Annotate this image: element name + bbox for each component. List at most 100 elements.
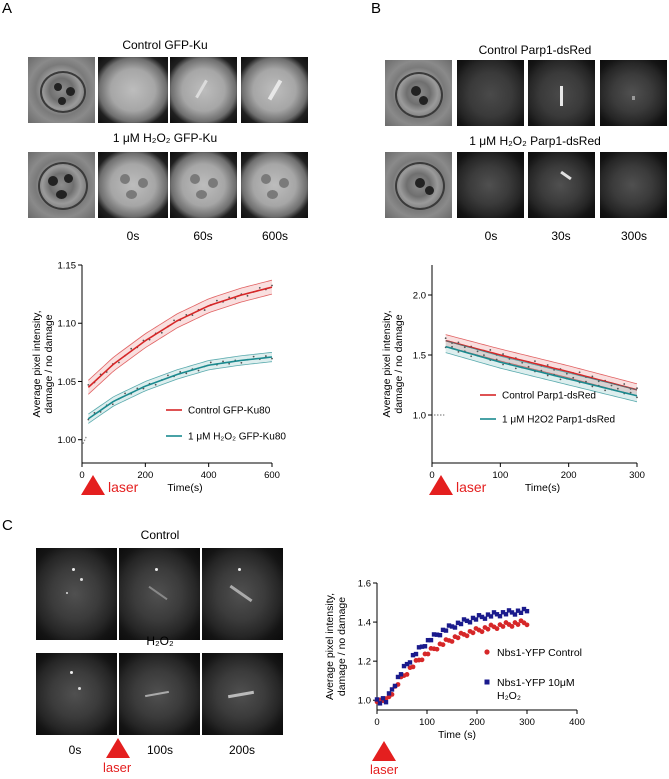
x-tick-label: 300 [629,470,645,481]
series-1-point [252,355,255,358]
series-1-point [518,610,524,615]
panel-b-control-30s-image [528,60,595,126]
series-1-point [386,691,392,696]
series-0-point [440,642,446,648]
y-tick-label: 1.00 [58,435,77,446]
panel-a-time-1: 60s [193,229,213,243]
series-1-point [383,699,389,705]
legend-1-label-line2: H₂O₂ [497,690,521,702]
panel-c-time-2: 200s [228,743,256,757]
series-0-point [185,313,188,316]
series-0-point [130,347,133,350]
series-1-point [111,403,114,406]
series-1-point [488,614,494,619]
series-0-point [494,626,500,632]
panel-b-h2o2-30s-image [528,152,595,218]
x-tick-label: 200 [561,470,577,481]
y-tick-label: 1.4 [358,618,371,629]
series-1-point [455,620,461,625]
series-1-point [585,380,587,383]
x-tick-label: 100 [419,717,435,728]
series-1-point [494,612,500,617]
series-1-point [502,363,504,366]
y-axis-label: Average pixel intensity,damage / no dama… [381,310,405,417]
y-tick-label: 1.6 [358,579,371,590]
series-0-point [565,372,568,375]
prebleach-points [82,435,88,444]
panel-b-h2o2-300s-image [600,152,667,218]
series-1-point [179,371,182,373]
series-1-point [470,615,476,621]
panel-letter-a: A [2,0,13,17]
panel-b-h2o2-0s-image [457,152,524,218]
panel-b-row2-title: 1 μM H₂O₂ Parp1-dsRed [469,134,601,148]
series-0-point [476,350,479,353]
series-1-point [240,361,243,364]
panel-b-row1-title: Control Parp1-dsRed [478,43,592,57]
y-tick-label: 2.0 [413,291,426,302]
series-0-point [509,624,515,629]
panel-a-row1-title: Control GFP-Ku [122,38,208,52]
x-tick-label: 600 [264,470,280,481]
chart-a: 1.001.051.101.150 200 400 600Time(s)Average… [31,261,286,495]
series-1-point [449,624,455,629]
series-1-point [483,354,485,357]
series-1-point [461,617,467,622]
series-0-point [610,384,613,387]
panel-a-h2o2-600s-image [241,152,308,218]
series-0-point [623,383,626,385]
panel-c-h2o2-200s-image [202,653,283,735]
series-0-point [500,624,506,629]
series-0-point [521,361,524,364]
series-1-point [636,396,638,399]
series-0-point [591,375,594,378]
series-1-point [136,387,139,390]
series-1-point [413,651,419,657]
chart-b-laser-label: laser [456,479,487,495]
legend-0-label: Control Parp1-dsRed [502,391,596,402]
series-1-point [500,610,506,615]
series-1-point [407,660,413,665]
panel-a-control-60s-image [170,57,237,123]
series-1-point [491,610,497,615]
series-0-point [479,629,485,635]
series-0-point [636,387,638,390]
series-0-point [203,309,206,311]
legend-1-label: 1 μM H2O2 Parp1-dsRed [502,415,615,426]
legend-0-label: Nbs1-YFP Control [497,647,582,659]
panel-c-row2-title: H₂O₂ [146,634,174,648]
series-0-point [515,622,521,627]
series-0-point [534,360,536,363]
series-1-point [222,360,224,363]
series-1-point [404,661,410,667]
series-1-point [546,374,549,377]
x-tick-label: 100 [492,470,508,481]
series-1-point [437,632,443,638]
series-1-point [395,674,401,680]
x-tick-label: 400 [569,717,585,728]
series-0-point [87,383,90,386]
x-axis-label: Time (s) [438,729,476,741]
chart-a-laser-label: laser [108,479,139,495]
series-0-line [445,339,638,391]
series-0-point [524,622,530,628]
series-1-line [87,356,273,420]
x-tick-label: 200 [137,470,153,481]
legend-1-label: Nbs1-YFP 10μM [497,677,575,689]
series-1-point [228,362,231,365]
panel-a-time-2: 600s [261,229,289,243]
panel-c-h2o2-100s-image [119,653,200,735]
series-1-point [524,608,530,614]
series-0-point [425,651,431,657]
series-1-point [514,367,517,370]
series-0-point [234,297,237,300]
panel-c-laser-label: laser [103,760,132,775]
series-0-point [216,299,218,302]
panel-a-time-0: 0s [126,229,140,243]
series-1-line [445,345,638,397]
series-1-point [506,608,512,613]
series-0-point [546,364,549,366]
series-1-point [527,365,530,368]
series-0-lower [88,293,273,395]
series-0-point [173,319,175,322]
